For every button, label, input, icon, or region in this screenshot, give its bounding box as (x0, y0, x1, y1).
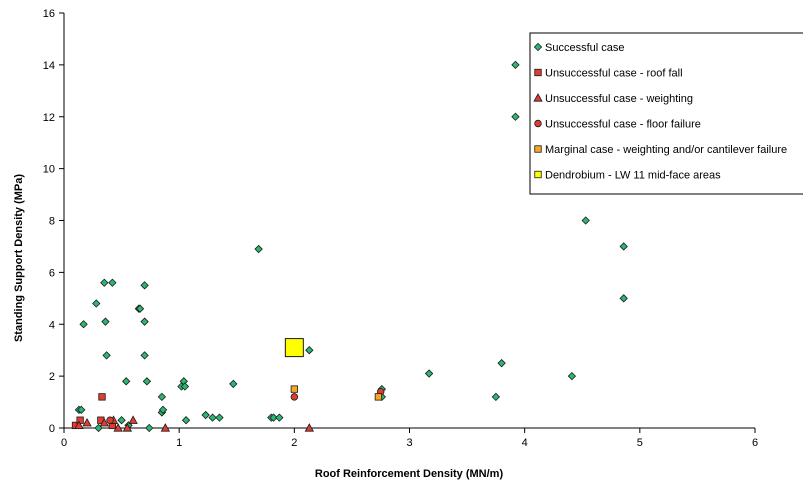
data-point (140, 317, 149, 326)
data-point (82, 417, 92, 427)
legend-label: Unsuccessful case - weighting (545, 93, 693, 105)
data-point (117, 416, 126, 425)
data-point (113, 423, 123, 432)
data-point (102, 351, 111, 360)
y-tick-label: 2 (49, 371, 55, 383)
data-point (275, 413, 284, 422)
data-point (145, 423, 154, 433)
data-point (160, 423, 171, 432)
data-point (157, 392, 167, 402)
series-4 (290, 385, 383, 401)
data-point (497, 358, 506, 368)
data-point (201, 410, 210, 420)
x-tick-label: 3 (406, 437, 412, 449)
y-tick-label: 0 (49, 423, 55, 435)
data-point (290, 385, 298, 393)
x-tick-label: 6 (752, 437, 758, 449)
y-axis-title: Standing Support Density (MPa) (13, 174, 25, 342)
data-point (100, 278, 109, 287)
x-tick-label: 4 (522, 437, 528, 449)
data-point (77, 405, 86, 415)
data-point (140, 351, 149, 360)
data-point (76, 416, 84, 424)
legend-label: Unsuccessful case - roof fall (545, 68, 683, 80)
data-point (106, 416, 114, 424)
y-tick-label: 12 (43, 112, 55, 124)
series-0 (74, 60, 628, 433)
data-point (122, 423, 133, 432)
data-point (619, 294, 628, 303)
data-point (140, 281, 149, 290)
data-points (71, 60, 628, 433)
data-point (284, 338, 304, 358)
x-tick-label: 1 (176, 437, 182, 449)
data-point (229, 379, 238, 389)
y-tick-label: 4 (49, 319, 55, 331)
data-point (619, 242, 628, 251)
data-point (215, 413, 224, 422)
data-point (581, 216, 590, 225)
data-point (101, 317, 110, 326)
data-point (491, 392, 501, 402)
series-3 (106, 387, 385, 424)
y-tick-label: 6 (49, 267, 55, 279)
legend-marker (534, 68, 542, 77)
legend-box (529, 32, 803, 195)
y-tick-label: 10 (43, 164, 55, 176)
series-5 (284, 338, 304, 358)
data-point (180, 382, 190, 391)
x-axis-title: Roof Reinforcement Density (MN/m) (315, 468, 504, 480)
data-point (142, 377, 152, 386)
legend-marker (533, 93, 543, 102)
data-point (424, 369, 434, 378)
legend-label: Unsuccessful case - floor failure (545, 119, 701, 131)
data-point (304, 423, 314, 432)
data-point (374, 393, 383, 401)
data-point (135, 304, 145, 313)
x-tick-label: 5 (637, 437, 643, 449)
data-point (290, 393, 299, 401)
data-point (92, 299, 101, 308)
data-point (269, 413, 278, 422)
data-point (74, 420, 84, 430)
legend-label: Dendrobium - LW 11 mid-face areas (545, 170, 721, 182)
legend-label: Marginal case - weighting and/or cantile… (545, 144, 787, 156)
legend: Successful case Unsuccessful case - roof … (529, 32, 803, 195)
x-tick-label: 2 (291, 437, 297, 449)
data-point (122, 377, 131, 386)
data-point (254, 244, 263, 254)
data-point (511, 60, 520, 70)
data-point (567, 371, 577, 381)
legend-marker (534, 119, 542, 128)
legend-marker (533, 42, 543, 52)
legend-marker (534, 145, 542, 153)
data-point (158, 405, 168, 415)
data-point (98, 393, 106, 401)
data-point (511, 112, 520, 121)
data-point (128, 415, 138, 424)
data-point (305, 346, 314, 355)
y-tick-label: 16 (43, 8, 55, 20)
series-2 (74, 415, 314, 432)
data-point (108, 278, 117, 287)
x-tick-label: 0 (61, 437, 67, 449)
data-point (79, 320, 88, 329)
y-tick-label: 14 (43, 60, 55, 72)
legend-marker (534, 170, 542, 179)
data-point (208, 413, 217, 422)
data-point (181, 416, 191, 425)
y-tick-label: 8 (49, 216, 55, 228)
legend-label: Successful case (545, 42, 624, 54)
data-point (99, 417, 109, 427)
